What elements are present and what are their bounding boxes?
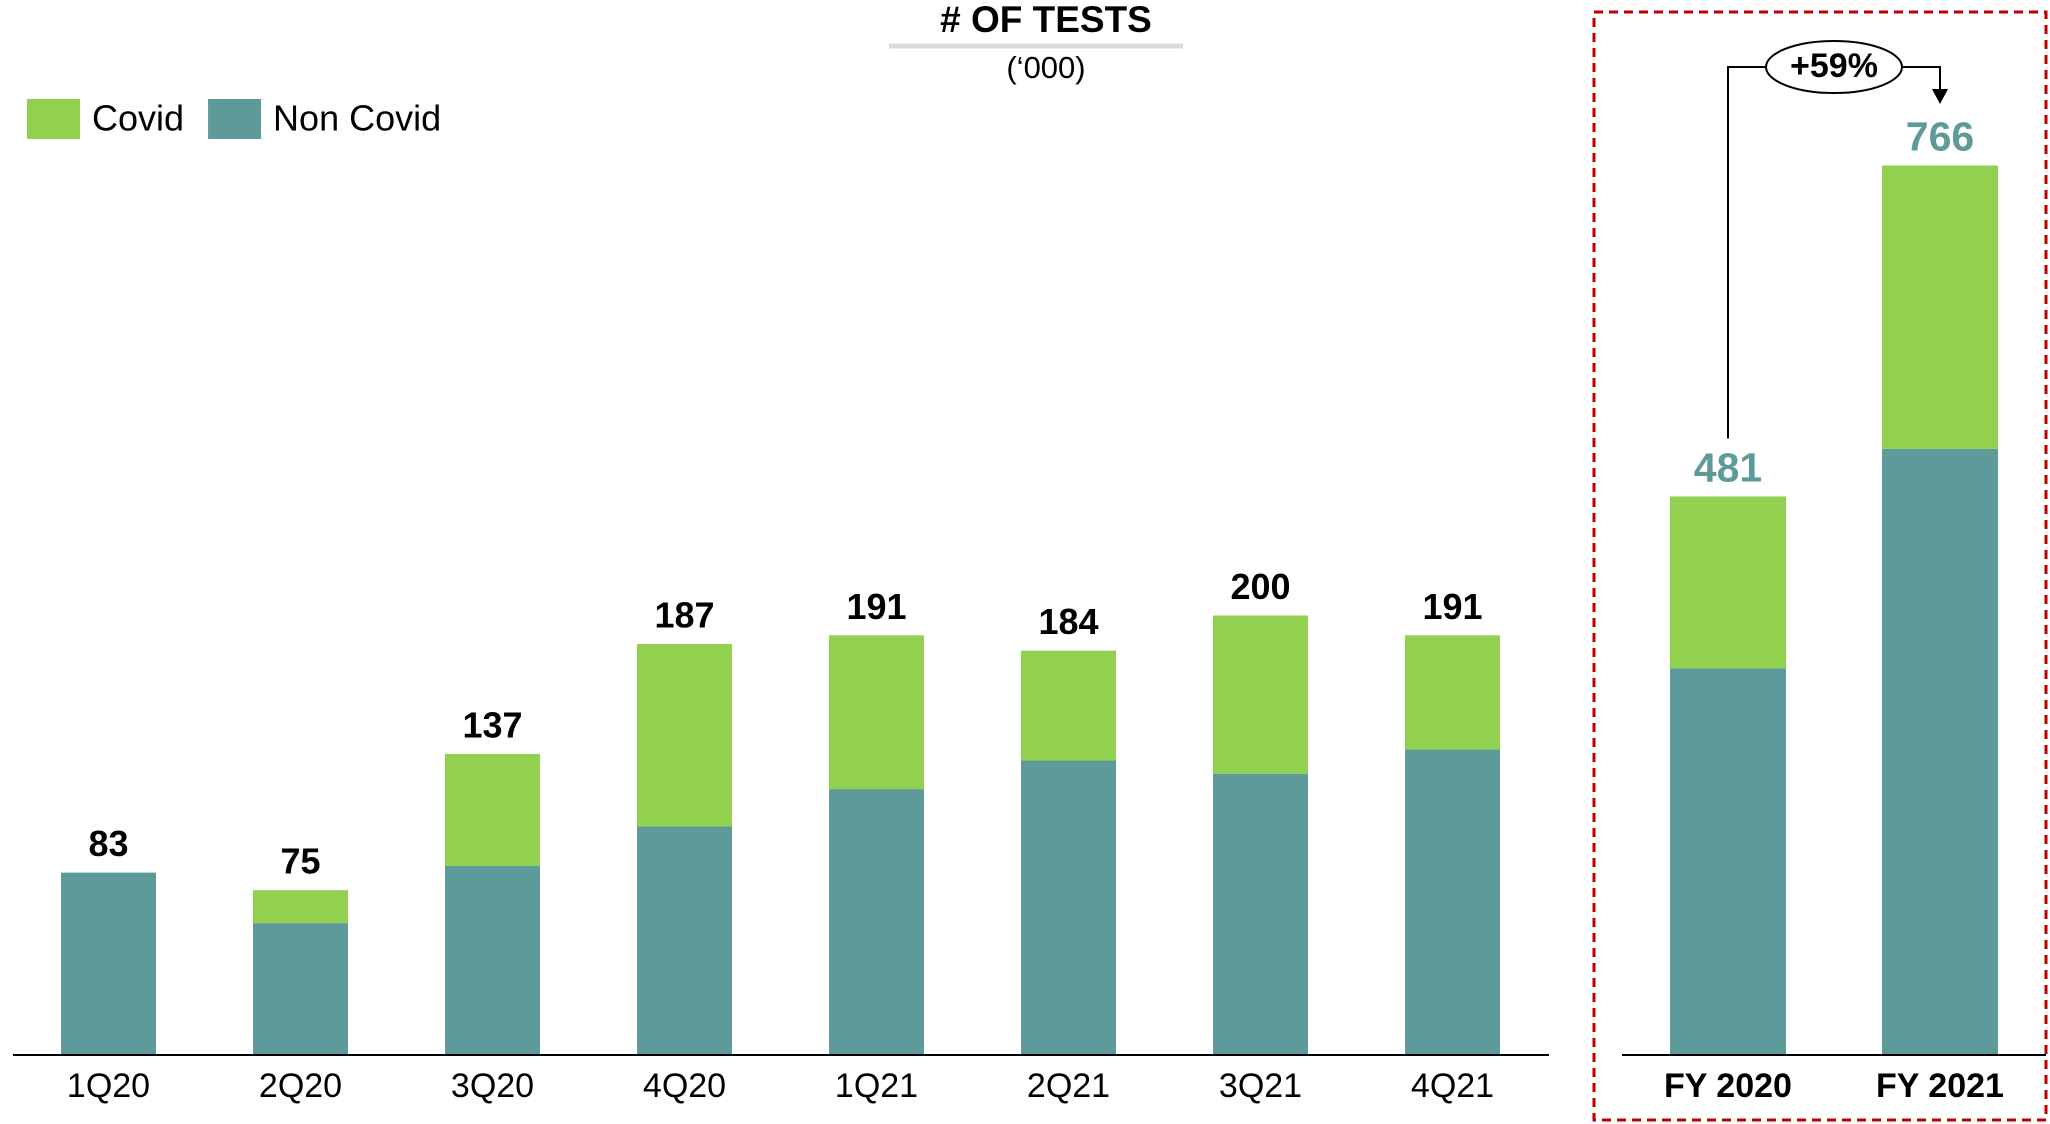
bar-segment: [1213, 773, 1308, 1055]
legend-swatch: [27, 99, 80, 139]
x-tick-label: FY 2020: [1664, 1067, 1792, 1105]
highlight-box: [1592, 10, 2048, 1122]
legend-label: Covid: [92, 98, 184, 139]
chart-title: # OF TESTS: [940, 0, 1152, 40]
bar-segment: [253, 890, 348, 924]
data-label: 184: [1038, 601, 1098, 642]
data-label: 75: [280, 841, 320, 882]
bar-segment: [1882, 448, 1998, 1055]
legend-swatch: [208, 99, 262, 139]
bar-segment: [1213, 615, 1308, 774]
data-label: 766: [1906, 113, 1974, 159]
bar-segment: [637, 826, 732, 1055]
x-tick-label: 2Q21: [1027, 1067, 1110, 1105]
data-label: 191: [1422, 586, 1482, 627]
annotation-line: [1902, 66, 1941, 91]
bar-segment: [445, 866, 540, 1055]
annotation-bubble: [1765, 40, 1903, 94]
bar-segment: [637, 644, 732, 827]
x-tick-label: 2Q20: [259, 1067, 342, 1105]
annotation-arrow: [1932, 89, 1948, 104]
bar-segment: [445, 753, 540, 867]
legend-label: Non Covid: [273, 98, 441, 139]
bar-segment: [61, 872, 156, 1055]
chart-subtitle: (‘000): [1006, 50, 1085, 85]
bar-segment: [829, 635, 924, 790]
x-tick-label: 4Q21: [1411, 1067, 1494, 1105]
data-label: 481: [1694, 444, 1762, 490]
x-tick-label: FY 2021: [1876, 1067, 2004, 1105]
bar-segment: [1670, 496, 1786, 669]
bar-segment: [1670, 668, 1786, 1055]
x-tick-label: 3Q20: [451, 1067, 534, 1105]
data-label: 83: [88, 823, 128, 864]
annotation-line: [1727, 66, 1766, 439]
x-tick-label: 3Q21: [1219, 1067, 1302, 1105]
bar-segment: [1405, 635, 1500, 750]
bar-segment: [1021, 760, 1116, 1055]
x-tick-label: 1Q21: [835, 1067, 918, 1105]
bar-segment: [1405, 749, 1500, 1055]
bar-segment: [1021, 650, 1116, 761]
x-tick-label: 1Q20: [67, 1067, 150, 1105]
data-label: 187: [654, 595, 714, 636]
bar-segment: [1882, 165, 1998, 449]
x-tick-label: 4Q20: [643, 1067, 726, 1105]
data-label: 137: [462, 704, 522, 745]
data-label: 191: [846, 586, 906, 627]
bar-segment: [829, 789, 924, 1055]
annotation-text: +59%: [1790, 47, 1878, 85]
data-label: 200: [1230, 566, 1290, 607]
bar-segment: [253, 923, 348, 1055]
